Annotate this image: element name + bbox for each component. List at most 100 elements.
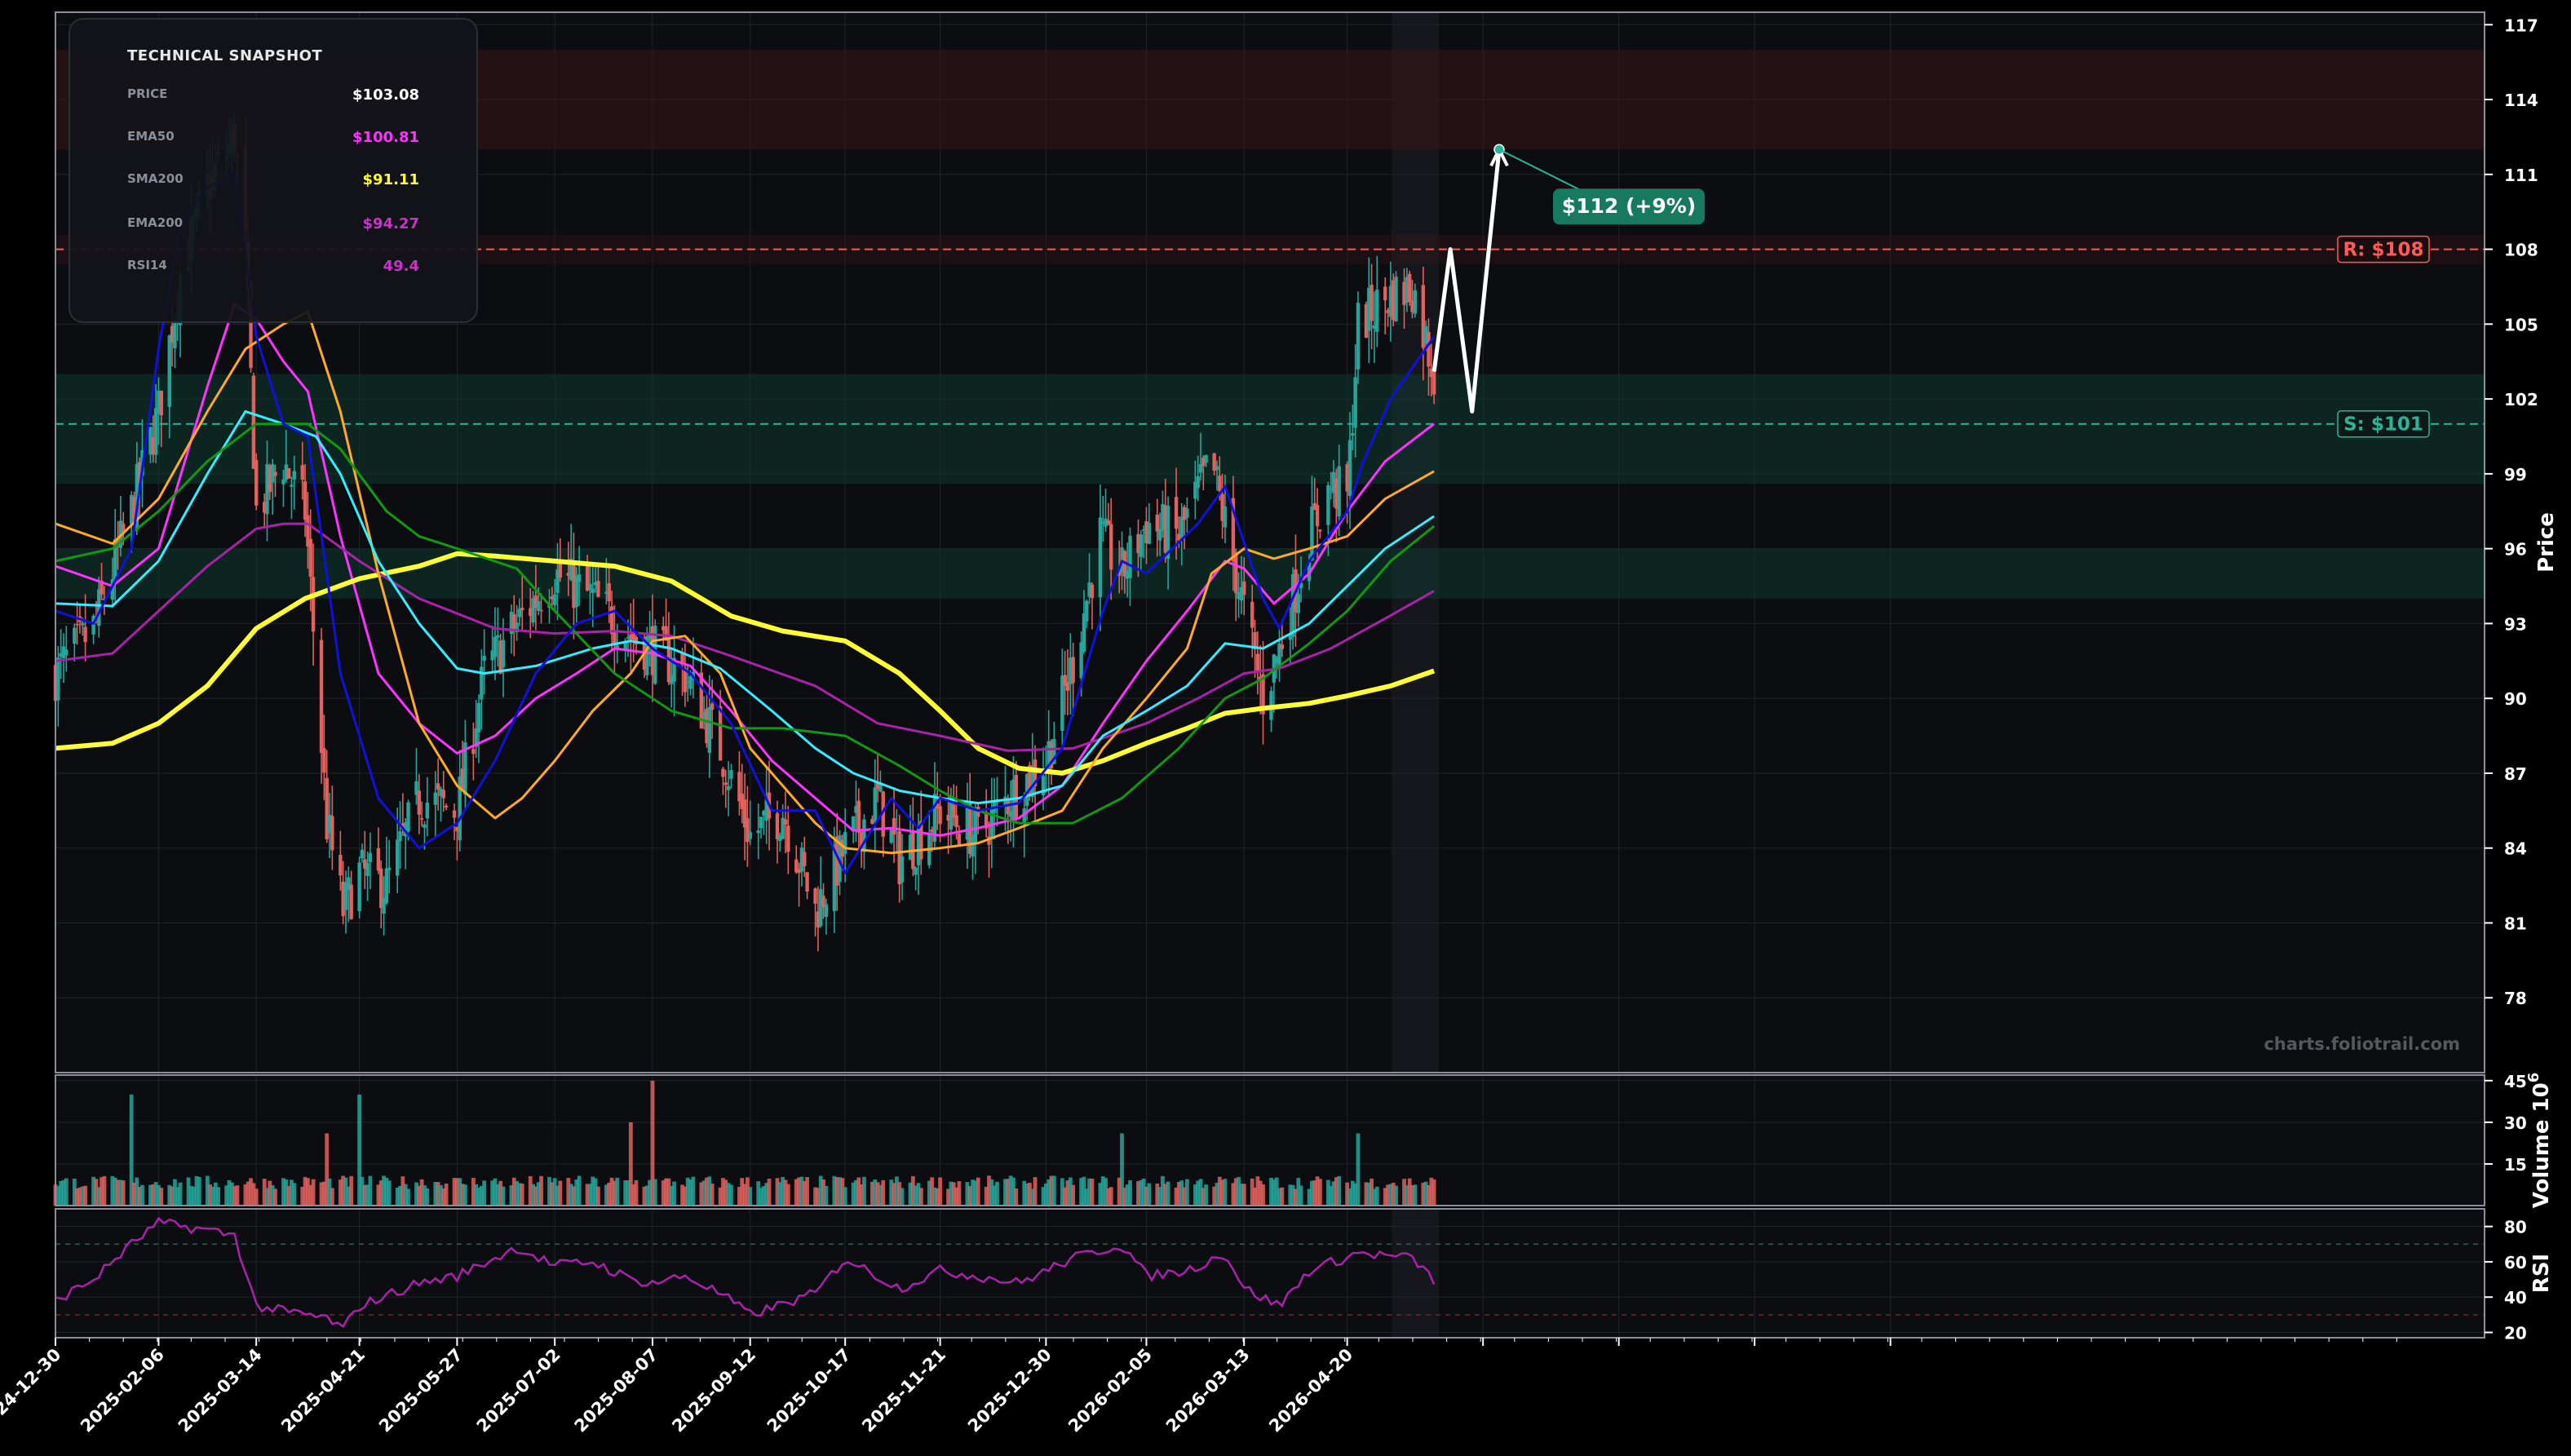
candle-body: [854, 806, 858, 813]
candle-body: [819, 889, 823, 927]
volume-bar: [433, 1182, 438, 1206]
volume-bar: [213, 1182, 218, 1206]
volume-bar: [159, 1188, 164, 1206]
volume-bar: [799, 1176, 804, 1206]
candle-body: [529, 608, 533, 616]
candle-body: [1280, 644, 1285, 649]
candle-body: [137, 462, 142, 484]
volume-bar: [691, 1176, 696, 1206]
volume-bar: [1310, 1180, 1314, 1206]
volume-bar: [1253, 1187, 1257, 1206]
candle-body: [1128, 535, 1132, 578]
candle-body: [794, 859, 799, 873]
volume-bar: [1337, 1175, 1342, 1206]
volume-bar: [930, 1177, 935, 1206]
volume-bar: [308, 1184, 313, 1206]
candle-body: [566, 573, 571, 576]
candle-body: [1144, 521, 1148, 543]
volume-bar: [265, 1188, 269, 1206]
volume-bar: [838, 1177, 842, 1206]
candle-body: [851, 816, 856, 832]
volume-bar: [75, 1188, 80, 1206]
volume-bar: [764, 1183, 769, 1206]
candle-body: [319, 639, 324, 754]
candle-body: [56, 657, 60, 701]
candle-body: [157, 390, 161, 414]
candle-body: [490, 650, 494, 661]
volume-bar: [1079, 1178, 1084, 1206]
candle-body: [1047, 741, 1051, 772]
volume-bar: [1290, 1184, 1295, 1206]
volume-bar: [918, 1188, 923, 1206]
volume-bar: [460, 1184, 465, 1206]
candle-body: [73, 627, 77, 644]
volume-bar: [781, 1176, 785, 1206]
candle-body: [813, 888, 817, 904]
volume-bar: [862, 1176, 866, 1206]
volume-bar: [441, 1188, 446, 1206]
candle-body: [680, 653, 684, 666]
candle-body: [634, 637, 639, 644]
volume-bar: [916, 1183, 921, 1206]
candle-body: [936, 803, 940, 809]
volume-bar: [1407, 1178, 1412, 1206]
volume-bar: [1329, 1186, 1334, 1206]
candle-body: [498, 640, 502, 674]
volume-bar: [208, 1184, 213, 1206]
candle-body: [558, 562, 563, 578]
rsi-tick-label: 40: [2504, 1288, 2527, 1308]
volume-bar: [1383, 1188, 1387, 1206]
candle-body: [83, 626, 87, 643]
volume-bar: [777, 1182, 782, 1206]
volume-bar: [1231, 1183, 1236, 1206]
candle-body: [914, 867, 918, 875]
volume-bar: [368, 1175, 373, 1206]
volume-bar: [254, 1188, 259, 1206]
volume-bar: [395, 1187, 400, 1206]
support-label: S: $101: [2343, 414, 2423, 436]
candle-body: [1204, 454, 1208, 463]
candle-body: [840, 839, 845, 857]
volume-bar: [1217, 1176, 1222, 1206]
price-tick-label: 117: [2504, 15, 2538, 35]
candle-body: [151, 436, 155, 455]
candle-body: [664, 626, 668, 641]
volume-bar: [1184, 1179, 1189, 1206]
candle-body: [588, 583, 592, 591]
x-tick-label: 2025-05-27: [375, 1345, 467, 1436]
volume-bar: [1043, 1183, 1048, 1206]
candle-body: [834, 836, 839, 886]
candle-body: [284, 464, 288, 480]
candle-body: [539, 609, 543, 612]
volume-bar: [957, 1181, 962, 1206]
candle-body: [786, 825, 790, 852]
volume-bar: [1014, 1188, 1019, 1206]
volume-bar: [1350, 1180, 1355, 1206]
volume-bar: [414, 1182, 418, 1206]
volume-bar: [685, 1177, 690, 1206]
volume-bar: [59, 1180, 64, 1206]
volume-bar: [1353, 1183, 1358, 1206]
candle-body: [100, 581, 104, 595]
candle-body: [1375, 290, 1379, 332]
candle-body: [629, 634, 633, 640]
price-tick-label: 114: [2504, 91, 2538, 110]
volume-bar: [1274, 1177, 1279, 1206]
candle-body: [707, 706, 712, 753]
volume-bar: [1060, 1178, 1064, 1206]
volume-bar: [246, 1181, 250, 1206]
volume-bar: [417, 1185, 422, 1206]
candle-body: [1155, 514, 1159, 532]
volume-bar: [818, 1175, 823, 1206]
candle-body: [1141, 529, 1146, 531]
volume-bar: [1374, 1186, 1379, 1206]
volume-bar: [1261, 1184, 1265, 1206]
volume-bars: [53, 1080, 1436, 1206]
candle-body: [387, 867, 392, 870]
candle-body: [368, 852, 373, 862]
volume-bar: [854, 1179, 858, 1206]
volume-tick-label: 30: [2504, 1113, 2527, 1133]
candle-body: [347, 877, 351, 891]
volume-bar: [167, 1184, 172, 1206]
price-axis-title: Price: [2534, 512, 2559, 573]
